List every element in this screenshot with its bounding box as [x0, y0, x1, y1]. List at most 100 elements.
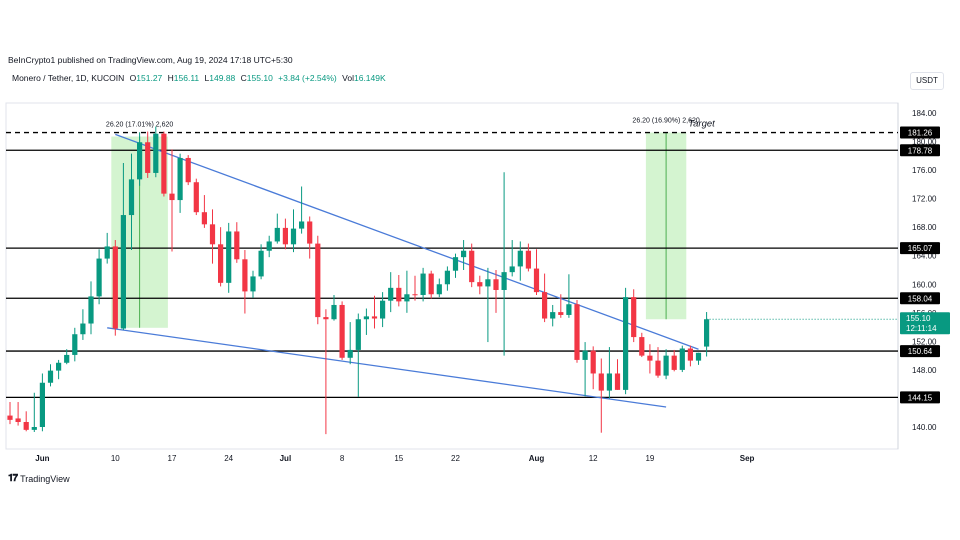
- candle-body: [501, 272, 507, 290]
- candle-body: [177, 157, 183, 201]
- high-value: 156.11: [173, 73, 200, 83]
- candle-body: [112, 246, 118, 329]
- candle-body: [566, 304, 572, 315]
- candle-body: [444, 270, 450, 285]
- candle-body: [623, 297, 629, 390]
- candle-body: [80, 323, 86, 335]
- candle-body: [137, 142, 143, 180]
- y-tick-label: 172.00: [912, 195, 937, 204]
- candle-body: [590, 350, 596, 374]
- candle-body: [47, 370, 54, 383]
- close-value: 155.10: [246, 73, 273, 83]
- x-tick-label: Jun: [35, 454, 49, 463]
- level-price-label: 144.15: [908, 393, 933, 402]
- open-value: 151.27: [136, 73, 163, 83]
- tradingview-brand: 𝟏𝟕 TradingView: [8, 473, 70, 484]
- candle-body: [428, 273, 434, 295]
- countdown-label: 12:11:14: [906, 324, 937, 333]
- candle-body: [598, 373, 604, 391]
- x-tick-label: Aug: [529, 454, 545, 463]
- level-price-label: 181.26: [908, 129, 933, 138]
- candle-body: [242, 259, 248, 292]
- publisher-line: BeInCrypto1 published on TradingView.com…: [8, 55, 293, 65]
- candle-body: [493, 279, 499, 290]
- candle-body: [396, 287, 402, 302]
- candle-body: [299, 221, 305, 229]
- candle-body: [250, 276, 256, 292]
- level-price-tag: [900, 126, 940, 139]
- level-price-tag: [900, 242, 940, 255]
- candle-body: [153, 133, 159, 173]
- x-tick-label: 24: [224, 454, 233, 463]
- y-tick-label: 168.00: [912, 223, 937, 232]
- candle-body: [371, 316, 378, 319]
- candle-body: [380, 300, 386, 319]
- y-tick-label: 176.00: [912, 166, 937, 175]
- y-tick-label: 160.00: [912, 280, 937, 289]
- candle-body: [485, 279, 491, 287]
- candle-body: [266, 241, 272, 251]
- y-tick-label: 184.00: [912, 109, 937, 118]
- candle-body: [517, 250, 523, 267]
- candle-body: [88, 296, 94, 324]
- candle-body: [469, 250, 475, 283]
- candle-body: [282, 227, 288, 245]
- candle-body: [234, 231, 240, 260]
- open-label: O: [129, 73, 137, 83]
- x-tick-label: 19: [645, 454, 654, 463]
- candle-body: [363, 316, 369, 320]
- candle-body: [695, 352, 702, 361]
- candle-body: [347, 349, 353, 358]
- candle-body: [128, 179, 135, 216]
- candle-body: [574, 304, 580, 360]
- measure-label: 26.20 (16.90%) 2,620: [632, 118, 699, 125]
- candle-body: [420, 273, 426, 295]
- candle-body: [671, 355, 677, 370]
- candle-body: [169, 193, 175, 201]
- candle-body: [533, 268, 540, 293]
- candle-body: [339, 304, 345, 358]
- trendline: [107, 327, 667, 408]
- candle-body: [631, 297, 637, 338]
- change-value: +3.84 (+2.54%): [278, 73, 337, 83]
- level-price-label: 178.78: [908, 146, 933, 155]
- current-price-label: 155.10: [906, 314, 931, 323]
- x-tick-label: 22: [451, 454, 460, 463]
- level-price-tag: [900, 292, 940, 305]
- candle-body: [15, 418, 21, 423]
- candle-body: [185, 157, 191, 183]
- low-label: L: [204, 73, 210, 83]
- candle-body: [388, 287, 394, 301]
- level-price-tag: [900, 144, 940, 157]
- level-price-label: 165.07: [908, 244, 933, 253]
- candle-body: [663, 355, 669, 376]
- candle-body: [31, 427, 37, 430]
- level-price-tag: [900, 391, 940, 404]
- x-tick-label: Jul: [280, 454, 292, 463]
- candle-body: [355, 319, 361, 350]
- candle-body: [412, 294, 418, 296]
- candle-body: [258, 250, 264, 277]
- level-price-tag: [900, 345, 940, 358]
- candle-body: [56, 362, 62, 371]
- candle-body: [193, 182, 199, 213]
- current-price-tag: [900, 312, 950, 335]
- candle-body: [323, 317, 329, 320]
- candle-body: [315, 243, 321, 318]
- candle-body: [274, 227, 280, 242]
- candle-body: [72, 334, 78, 355]
- candle-body: [104, 246, 110, 259]
- candle-body: [201, 212, 207, 225]
- level-price-label: 158.04: [908, 294, 933, 303]
- x-tick-label: 8: [340, 454, 345, 463]
- level-price-label: 150.64: [908, 347, 933, 356]
- candle-body: [477, 282, 483, 287]
- currency-button[interactable]: USDT: [910, 72, 944, 90]
- x-tick-label: 10: [111, 454, 120, 463]
- x-tick-label: 15: [394, 454, 403, 463]
- candle-body: [96, 258, 102, 297]
- low-value: 149.88: [209, 73, 236, 83]
- candle-body: [687, 348, 693, 361]
- candle-body: [639, 337, 645, 356]
